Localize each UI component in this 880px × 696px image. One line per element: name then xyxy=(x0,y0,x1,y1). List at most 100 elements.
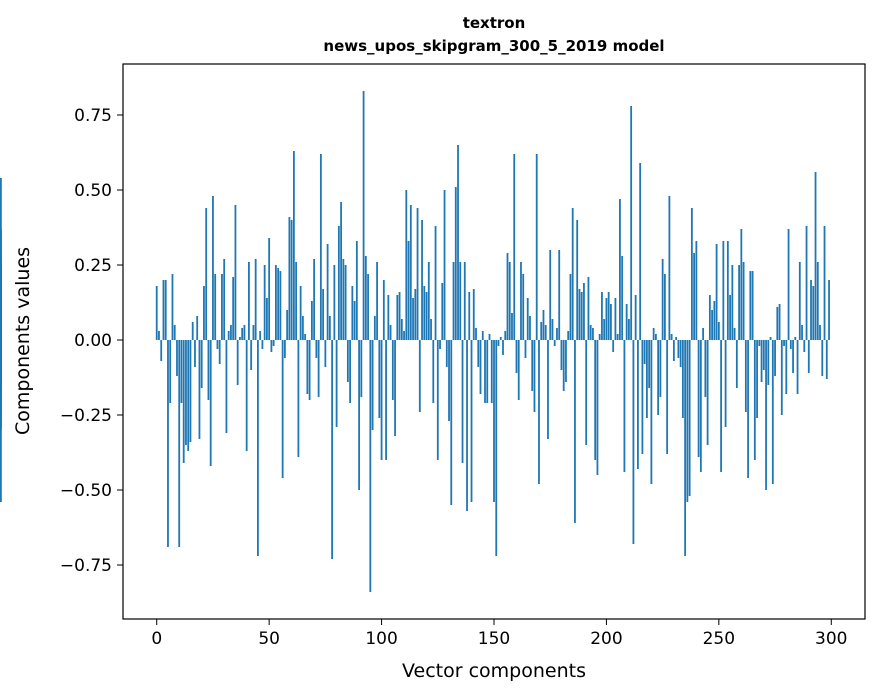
bar xyxy=(391,340,394,400)
bar xyxy=(576,220,579,340)
bar xyxy=(733,328,736,340)
bar xyxy=(585,340,588,445)
bar xyxy=(259,331,262,340)
bar xyxy=(684,340,687,556)
bar xyxy=(796,340,799,394)
bar xyxy=(774,340,776,376)
bar xyxy=(632,340,635,544)
bar xyxy=(670,334,673,340)
bar xyxy=(495,340,498,556)
bar xyxy=(571,208,574,340)
bar xyxy=(625,304,628,340)
bar xyxy=(421,220,423,340)
bar xyxy=(221,274,223,340)
bar xyxy=(726,241,729,340)
bar xyxy=(801,325,803,340)
bar xyxy=(214,274,217,340)
bar xyxy=(405,190,408,340)
bar xyxy=(369,340,372,592)
x-tick-label: 50 xyxy=(258,629,280,649)
bar xyxy=(612,340,615,352)
bar xyxy=(742,262,745,340)
bar xyxy=(232,277,235,340)
bar xyxy=(371,340,374,430)
bar xyxy=(628,319,630,340)
bar xyxy=(398,292,401,340)
bar xyxy=(328,316,331,340)
bars xyxy=(0,91,830,592)
bar xyxy=(360,340,363,397)
bar xyxy=(540,322,543,340)
bar xyxy=(223,259,226,340)
bar xyxy=(457,145,459,340)
bar xyxy=(560,340,563,370)
bar xyxy=(803,340,806,352)
bar xyxy=(418,340,421,412)
bar xyxy=(200,340,203,388)
bar xyxy=(274,265,277,340)
bar xyxy=(488,334,491,340)
bar xyxy=(248,262,250,340)
bar xyxy=(661,259,664,340)
x-tick-label: 250 xyxy=(703,629,735,649)
bar xyxy=(778,304,781,340)
bar xyxy=(529,316,531,340)
bar xyxy=(486,340,489,403)
bar xyxy=(196,316,199,340)
bar xyxy=(589,325,592,340)
bar xyxy=(364,256,367,340)
bar xyxy=(322,289,325,340)
bar xyxy=(344,265,347,340)
y-tick-label: 0.50 xyxy=(74,181,112,201)
bar xyxy=(387,295,390,340)
bar xyxy=(506,253,509,340)
bar xyxy=(704,340,707,397)
bar xyxy=(639,163,642,340)
bar xyxy=(209,340,212,466)
bar xyxy=(288,217,291,340)
bar xyxy=(472,289,475,340)
bar xyxy=(823,226,826,340)
bar xyxy=(236,340,239,385)
bar xyxy=(652,328,655,340)
bar xyxy=(686,340,689,502)
bar xyxy=(715,244,718,340)
bar xyxy=(279,271,282,340)
bar xyxy=(553,340,556,346)
bar xyxy=(436,340,439,460)
bar xyxy=(355,241,358,340)
x-tick-label: 150 xyxy=(478,629,510,649)
x-tick-label: 0 xyxy=(151,629,162,649)
bar xyxy=(533,340,536,412)
bar xyxy=(272,340,275,346)
bar xyxy=(230,325,232,340)
bar xyxy=(621,256,624,340)
bar xyxy=(333,265,336,340)
bar xyxy=(182,340,185,463)
bar xyxy=(342,259,345,340)
bar xyxy=(605,298,608,340)
bar xyxy=(373,316,376,340)
bar xyxy=(538,340,540,484)
bar xyxy=(281,340,284,478)
bar xyxy=(828,280,830,340)
bar xyxy=(522,274,525,340)
bar xyxy=(171,274,174,340)
bar xyxy=(598,334,601,340)
y-tick-label: 0.25 xyxy=(74,256,112,276)
bar xyxy=(297,340,300,457)
bar xyxy=(614,298,617,340)
bar xyxy=(668,196,671,340)
bar xyxy=(565,340,567,382)
bar xyxy=(266,298,268,340)
bar xyxy=(158,331,160,340)
bar xyxy=(439,340,441,349)
bar xyxy=(706,340,709,445)
y-tick-label: 0.75 xyxy=(74,106,112,126)
bar xyxy=(490,340,493,403)
bar xyxy=(688,340,691,496)
bar xyxy=(227,331,230,340)
bar xyxy=(367,274,369,340)
bar xyxy=(810,280,812,340)
bar xyxy=(466,340,468,511)
